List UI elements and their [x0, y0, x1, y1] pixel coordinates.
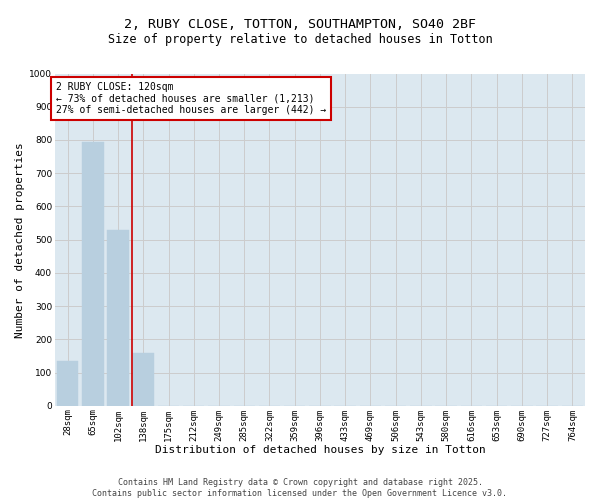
Text: 2 RUBY CLOSE: 120sqm
← 73% of detached houses are smaller (1,213)
27% of semi-de: 2 RUBY CLOSE: 120sqm ← 73% of detached h… [56, 82, 326, 115]
Bar [107, 230, 129, 406]
Y-axis label: Number of detached properties: Number of detached properties [15, 142, 25, 338]
Text: 2, RUBY CLOSE, TOTTON, SOUTHAMPTON, SO40 2BF: 2, RUBY CLOSE, TOTTON, SOUTHAMPTON, SO40… [124, 18, 476, 30]
Text: Contains HM Land Registry data © Crown copyright and database right 2025.
Contai: Contains HM Land Registry data © Crown c… [92, 478, 508, 498]
Bar [82, 142, 104, 406]
Bar [133, 352, 154, 406]
X-axis label: Distribution of detached houses by size in Totton: Distribution of detached houses by size … [155, 445, 485, 455]
Bar [57, 361, 78, 406]
Text: Size of property relative to detached houses in Totton: Size of property relative to detached ho… [107, 32, 493, 46]
